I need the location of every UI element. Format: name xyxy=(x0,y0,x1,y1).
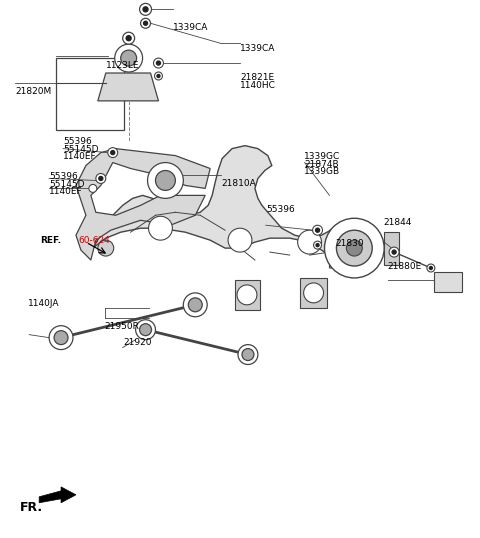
Circle shape xyxy=(228,228,252,252)
Text: 55145D: 55145D xyxy=(49,180,84,189)
Circle shape xyxy=(154,58,164,68)
Circle shape xyxy=(312,225,323,235)
Circle shape xyxy=(143,7,148,12)
Circle shape xyxy=(155,72,162,80)
Circle shape xyxy=(140,3,152,15)
Text: 1339GC: 1339GC xyxy=(304,152,341,161)
Circle shape xyxy=(99,176,103,180)
Text: 21810A: 21810A xyxy=(221,179,256,188)
Polygon shape xyxy=(235,280,260,310)
Circle shape xyxy=(126,36,131,41)
Circle shape xyxy=(136,320,156,339)
Circle shape xyxy=(156,171,175,190)
Text: 55145D: 55145D xyxy=(63,145,99,154)
Circle shape xyxy=(183,293,207,317)
Circle shape xyxy=(148,216,172,240)
Text: 21874B: 21874B xyxy=(304,160,339,168)
Circle shape xyxy=(49,325,73,350)
Circle shape xyxy=(141,18,151,29)
Circle shape xyxy=(111,151,115,154)
Circle shape xyxy=(115,44,143,72)
Text: 1140EF: 1140EF xyxy=(49,187,83,196)
Polygon shape xyxy=(384,232,399,265)
Bar xyxy=(434,272,462,292)
Circle shape xyxy=(156,61,160,65)
Polygon shape xyxy=(300,278,327,308)
Circle shape xyxy=(144,22,147,25)
Circle shape xyxy=(96,173,106,183)
Circle shape xyxy=(147,162,183,199)
Circle shape xyxy=(120,50,137,66)
Circle shape xyxy=(336,230,372,266)
Circle shape xyxy=(238,345,258,365)
Text: 21830: 21830 xyxy=(336,239,364,248)
Circle shape xyxy=(98,240,114,256)
Circle shape xyxy=(242,349,254,360)
Circle shape xyxy=(347,240,362,256)
Polygon shape xyxy=(76,148,210,260)
Circle shape xyxy=(304,283,324,303)
Circle shape xyxy=(324,218,384,278)
Text: 1123LE: 1123LE xyxy=(107,61,140,70)
Text: 1339CA: 1339CA xyxy=(173,23,209,32)
Circle shape xyxy=(140,324,152,336)
Polygon shape xyxy=(329,228,341,268)
Text: 55396: 55396 xyxy=(63,137,92,146)
Polygon shape xyxy=(93,146,384,262)
Circle shape xyxy=(123,32,134,44)
Circle shape xyxy=(313,241,322,249)
Circle shape xyxy=(363,244,379,260)
Circle shape xyxy=(157,74,160,77)
Text: 1140HC: 1140HC xyxy=(240,81,276,90)
Circle shape xyxy=(188,298,202,312)
Text: 1339CA: 1339CA xyxy=(240,44,276,53)
Text: 1140EF: 1140EF xyxy=(63,152,97,161)
Text: 55396: 55396 xyxy=(266,204,295,214)
Circle shape xyxy=(89,185,97,193)
Circle shape xyxy=(389,247,399,257)
Text: 21880E: 21880E xyxy=(387,262,421,271)
Bar xyxy=(56,58,124,130)
Text: FR.: FR. xyxy=(20,501,43,514)
Circle shape xyxy=(430,266,432,270)
Polygon shape xyxy=(98,73,158,101)
Text: 21844: 21844 xyxy=(383,218,411,227)
Text: 21820M: 21820M xyxy=(16,87,52,96)
Text: 55396: 55396 xyxy=(49,173,78,181)
Circle shape xyxy=(108,147,118,158)
Text: 60-624: 60-624 xyxy=(79,236,110,245)
Circle shape xyxy=(298,230,322,254)
Circle shape xyxy=(427,264,435,272)
Polygon shape xyxy=(39,487,76,503)
Circle shape xyxy=(316,244,319,246)
Text: REF.: REF. xyxy=(40,236,61,245)
Text: 1140JA: 1140JA xyxy=(28,299,59,308)
Text: 1339GB: 1339GB xyxy=(304,167,340,176)
Text: 21920: 21920 xyxy=(123,338,152,348)
Circle shape xyxy=(237,285,257,305)
Circle shape xyxy=(315,228,320,232)
Text: 21821E: 21821E xyxy=(240,73,274,82)
Circle shape xyxy=(392,250,396,254)
Text: 21950R: 21950R xyxy=(104,322,139,331)
Circle shape xyxy=(54,331,68,345)
